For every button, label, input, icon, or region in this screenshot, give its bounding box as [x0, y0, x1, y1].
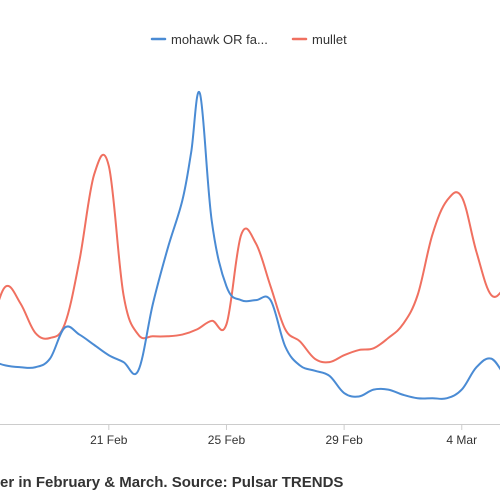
- legend-item-mullet[interactable]: mullet: [291, 32, 347, 47]
- x-tick-label: 4 Mar: [446, 433, 477, 447]
- x-axis-ticks: 21 Feb 25 Feb 29 Feb 4 Mar: [90, 424, 477, 447]
- legend-label-mullet: mullet: [312, 32, 347, 47]
- x-tick-label: 29 Feb: [325, 433, 363, 447]
- x-tick-label: 25 Feb: [208, 433, 246, 447]
- series-layer: [0, 90, 500, 400]
- legend-label-mohawk: mohawk OR fa...: [171, 32, 268, 47]
- series-line-mohawk[interactable]: [0, 90, 500, 400]
- x-tick-label: 21 Feb: [90, 433, 128, 447]
- series-line-mullet[interactable]: [0, 153, 500, 364]
- legend[interactable]: mohawk OR fa... mullet: [150, 32, 347, 47]
- chart-caption: er in February & March. Source: Pulsar T…: [0, 474, 343, 491]
- legend-item-mohawk[interactable]: mohawk OR fa...: [150, 32, 268, 47]
